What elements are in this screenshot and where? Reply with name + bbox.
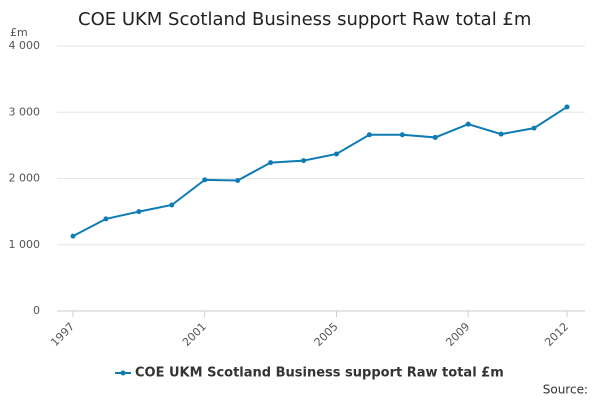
data-point <box>432 134 438 140</box>
x-tick-label: 2005 <box>312 320 341 349</box>
y-unit: £m <box>10 26 28 39</box>
y-tick-label: 0 <box>33 304 40 317</box>
x-tick-label: 2012 <box>542 320 571 349</box>
legend-marker <box>120 370 126 376</box>
data-point <box>498 131 504 137</box>
data-point <box>202 177 208 183</box>
data-point <box>531 125 537 131</box>
data-point <box>169 202 175 208</box>
series-line <box>72 106 568 238</box>
legend-label: COE UKM Scotland Business support Raw to… <box>135 366 504 381</box>
data-point <box>564 104 570 110</box>
data-point <box>465 121 471 127</box>
data-point <box>301 158 307 164</box>
x-tick-label: 2009 <box>443 320 472 349</box>
data-point <box>333 151 339 157</box>
chart-title: COE UKM Scotland Business support Raw to… <box>78 9 531 30</box>
source: Source: <box>543 383 588 397</box>
data-point <box>136 209 142 215</box>
data-point <box>268 160 274 166</box>
data-point <box>399 132 405 138</box>
y-tick-label: 3 000 <box>9 105 41 118</box>
data-point <box>235 177 241 183</box>
y-tick-label: 2 000 <box>9 172 41 185</box>
data-point <box>366 132 372 138</box>
y-tick-label: 1 000 <box>9 238 41 251</box>
data-point <box>103 216 109 222</box>
x-tick-label: 1997 <box>48 320 77 349</box>
data-point <box>70 233 76 239</box>
y-tick-label: 4 000 <box>9 39 41 52</box>
x-tick-label: 2001 <box>180 320 209 349</box>
